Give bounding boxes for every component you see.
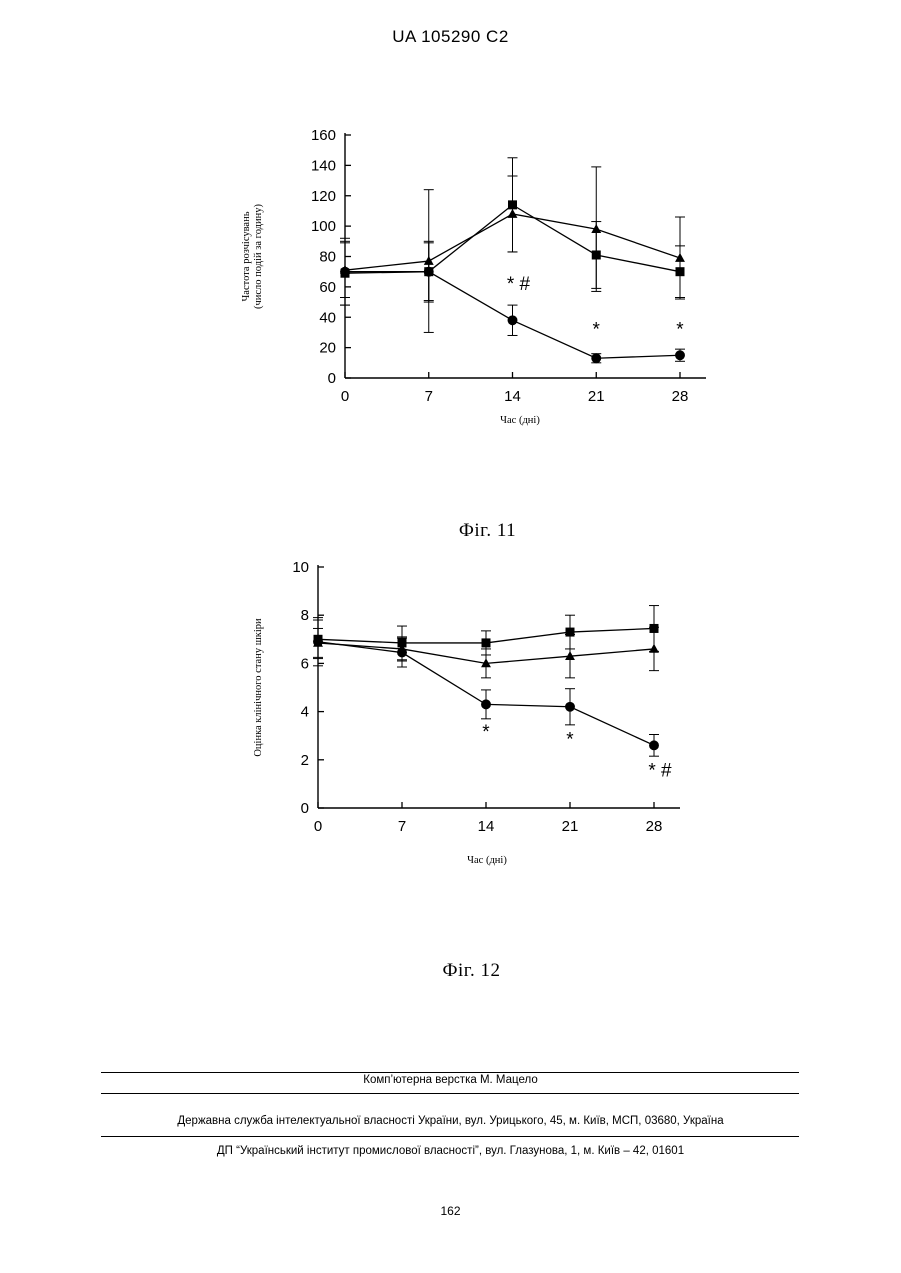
data-point-circle — [313, 637, 323, 647]
page-number: 162 — [0, 1204, 901, 1218]
footer-agency: Державна служба інтелектуальної власност… — [0, 1115, 901, 1127]
y-tick-label: 6 — [301, 655, 309, 672]
y-tick-label: 160 — [311, 127, 336, 144]
footer-rule-top — [101, 1072, 799, 1073]
x-axis-label: Час (дні) — [500, 415, 540, 426]
data-point-square — [508, 200, 517, 209]
series-circle — [340, 238, 685, 363]
x-tick-label: 0 — [341, 388, 349, 405]
footer-institute: ДП “Український інститут промислової вла… — [0, 1145, 901, 1157]
chart-fig-11: 0 20 40 60 80 100 120 140 160 0 7 14 21 28 Час (дні) Ча… — [0, 110, 901, 440]
footer-rule-middle — [101, 1093, 799, 1094]
data-point-circle — [340, 267, 350, 277]
x-tick-label: 7 — [425, 388, 433, 405]
data-point-square — [650, 624, 659, 633]
y-tick-label: 100 — [311, 218, 336, 235]
x-tick-label: 28 — [672, 388, 689, 405]
x-tick-label: 14 — [478, 818, 495, 835]
significance-marker: * — [676, 319, 684, 340]
significance-marker: * # — [507, 274, 531, 295]
data-point-circle — [649, 740, 659, 750]
significance-marker: * # — [648, 761, 672, 782]
x-tick-label: 0 — [314, 818, 322, 835]
y-tick-label: 120 — [311, 188, 336, 205]
significance-marker: * — [482, 722, 490, 743]
y-tick-label: 60 — [319, 279, 336, 296]
footer-rule-bottom — [101, 1136, 799, 1137]
y-axis-label: (число подій за годину) — [253, 204, 264, 309]
y-axis-label: Оцінка клінічного стану шкіри — [253, 618, 264, 757]
y-tick-label: 140 — [311, 157, 336, 174]
patent-number-header: UA 105290 C2 — [0, 27, 901, 47]
footer-typesetting: Комп’ютерна верстка М. Мацело — [0, 1074, 901, 1086]
x-tick-label: 7 — [398, 818, 406, 835]
x-tick-label: 28 — [646, 818, 663, 835]
series-square — [313, 606, 659, 660]
y-tick-label: 10 — [292, 559, 309, 576]
y-tick-label: 0 — [328, 370, 336, 387]
data-point-circle — [591, 353, 601, 363]
y-tick-label: 0 — [301, 800, 309, 817]
figure-caption-12: Фіг. 12 — [21, 960, 901, 982]
data-point-circle — [481, 699, 491, 709]
figure-caption-11: Фіг. 11 — [37, 520, 901, 542]
data-point-square — [482, 638, 491, 647]
data-point-square — [592, 250, 601, 259]
data-point-circle — [397, 648, 407, 658]
x-tick-label: 21 — [588, 388, 605, 405]
data-point-square — [566, 628, 575, 637]
data-point-circle — [508, 315, 518, 325]
y-tick-label: 2 — [301, 752, 309, 769]
y-tick-label: 4 — [301, 704, 309, 721]
data-point-circle — [424, 267, 434, 277]
y-tick-label: 20 — [319, 340, 336, 357]
x-axis-label: Час (дні) — [467, 855, 507, 866]
data-point-circle — [565, 702, 575, 712]
significance-marker: * — [566, 729, 574, 750]
significance-marker: * — [593, 319, 601, 340]
data-point-circle — [675, 350, 685, 360]
y-tick-label: 40 — [319, 309, 336, 326]
data-point-square — [676, 267, 685, 276]
x-tick-label: 21 — [562, 818, 579, 835]
x-tick-label: 14 — [504, 388, 521, 405]
y-tick-label: 8 — [301, 607, 309, 624]
y-axis-label: Частота розчісувань — [241, 211, 252, 301]
chart-fig-12: 0 2 4 6 8 10 0 7 14 21 28 Час (дні) Оцінка клінічног… — [0, 545, 901, 885]
y-tick-label: 80 — [319, 249, 336, 266]
